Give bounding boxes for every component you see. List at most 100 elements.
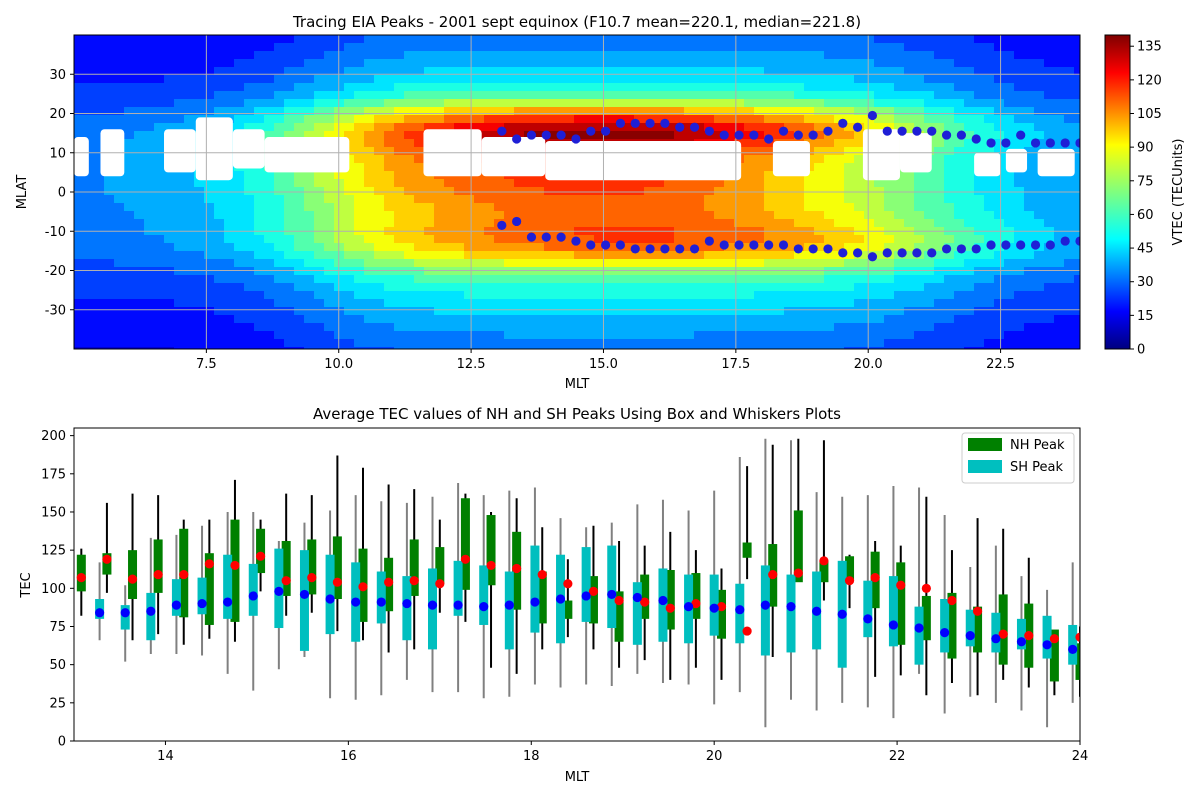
heatmap-cell <box>484 179 495 188</box>
heatmap-cell <box>464 59 475 68</box>
heatmap-cell <box>334 115 345 124</box>
heatmap-cell <box>954 75 965 84</box>
nh-mean-marker <box>665 603 675 613</box>
heatmap-cell <box>594 123 605 132</box>
heatmap-cell <box>1044 219 1055 228</box>
heatmap-cell <box>284 115 295 124</box>
heatmap-cell <box>74 275 85 284</box>
heatmap-cell <box>84 251 95 260</box>
heatmap-cell <box>594 315 605 324</box>
heatmap-cell <box>814 203 825 212</box>
heatmap-cell <box>874 275 885 284</box>
heatmap-cell <box>924 91 935 100</box>
heatmap-cell <box>664 179 675 188</box>
heatmap-cell <box>244 179 255 188</box>
heatmap-cell <box>584 347 595 349</box>
heatmap-cell <box>884 35 895 44</box>
heatmap-cell <box>594 187 605 196</box>
heatmap-cell <box>824 299 835 308</box>
heatmap-cell <box>504 195 515 204</box>
heatmap-cell <box>504 115 515 124</box>
heatmap-cell <box>484 67 495 76</box>
heatmap-cell <box>504 251 515 260</box>
heatmap-cell <box>414 195 425 204</box>
heatmap-cell <box>634 331 645 340</box>
heatmap-cell <box>924 315 935 324</box>
heatmap-cell <box>154 299 165 308</box>
heatmap-cell <box>944 171 955 180</box>
heatmap-cell <box>634 259 645 268</box>
heatmap-cell <box>474 91 485 100</box>
heatmap-cell <box>554 259 565 268</box>
heatmap-cell <box>654 75 665 84</box>
heatmap-cell <box>174 195 185 204</box>
heatmap-cell <box>214 315 225 324</box>
heatmap-cell <box>574 259 585 268</box>
heatmap-cell <box>574 67 585 76</box>
heatmap-cell <box>594 291 605 300</box>
heatmap-cell <box>1054 203 1065 212</box>
heatmap-cell <box>944 347 955 349</box>
heatmap-cell <box>264 115 275 124</box>
heatmap-cell <box>724 307 735 316</box>
sh-peak-marker <box>660 244 670 254</box>
heatmap-cell <box>534 283 545 292</box>
boxplot-y-label: TEC <box>19 572 34 598</box>
heatmap-cell <box>534 323 545 332</box>
sh-box <box>888 576 898 647</box>
heatmap-cell <box>434 123 445 132</box>
heatmap-cell <box>934 203 945 212</box>
heatmap-cell <box>894 267 905 276</box>
x-tick-label: 7.5 <box>196 357 217 372</box>
heatmap-cell <box>874 291 885 300</box>
heatmap-cell <box>894 323 905 332</box>
heatmap-cell <box>784 123 795 132</box>
heatmap-cell <box>94 315 105 324</box>
heatmap-cell <box>524 123 535 132</box>
heatmap-cell <box>504 123 515 132</box>
heatmap-cell <box>424 75 435 84</box>
heatmap-cell <box>354 123 365 132</box>
heatmap-cell <box>644 323 655 332</box>
heatmap-cell <box>444 339 455 348</box>
heatmap-cell <box>944 307 955 316</box>
sh-mean-marker <box>299 589 310 600</box>
heatmap-cell <box>494 323 505 332</box>
heatmap-cell <box>364 203 375 212</box>
heatmap-cell <box>444 347 455 349</box>
heatmap-cell <box>604 347 615 349</box>
heatmap-cell <box>184 323 195 332</box>
heatmap-cell <box>484 243 495 252</box>
heatmap-cell <box>294 187 305 196</box>
heatmap-cell <box>634 83 645 92</box>
heatmap-cell <box>624 259 635 268</box>
heatmap-cell <box>204 267 215 276</box>
heatmap-cell <box>904 299 915 308</box>
heatmap-cell <box>444 275 455 284</box>
heatmap-cell <box>484 203 495 212</box>
heatmap-cell <box>424 179 435 188</box>
heatmap-cell <box>434 83 445 92</box>
heatmap-cell <box>244 339 255 348</box>
heatmap-cell <box>464 283 475 292</box>
heatmap-cell <box>684 267 695 276</box>
heatmap-cell <box>424 83 435 92</box>
heatmap-cell <box>234 307 245 316</box>
heatmap-cell <box>484 75 495 84</box>
heatmap-cell <box>134 187 145 196</box>
heatmap-cell <box>244 91 255 100</box>
heatmap-cell <box>924 267 935 276</box>
heatmap-cell <box>524 267 535 276</box>
heatmap-cell <box>194 179 205 188</box>
heatmap-cell <box>104 211 115 220</box>
heatmap-cell <box>694 299 705 308</box>
heatmap-cell <box>334 291 345 300</box>
heatmap-cell <box>744 275 755 284</box>
heatmap-cell <box>634 339 645 348</box>
heatmap-cell <box>914 99 925 108</box>
heatmap-cell <box>324 219 335 228</box>
heatmap-cell <box>434 195 445 204</box>
heatmap-cell <box>544 291 555 300</box>
heatmap-cell <box>204 83 215 92</box>
heatmap-cell <box>84 99 95 108</box>
